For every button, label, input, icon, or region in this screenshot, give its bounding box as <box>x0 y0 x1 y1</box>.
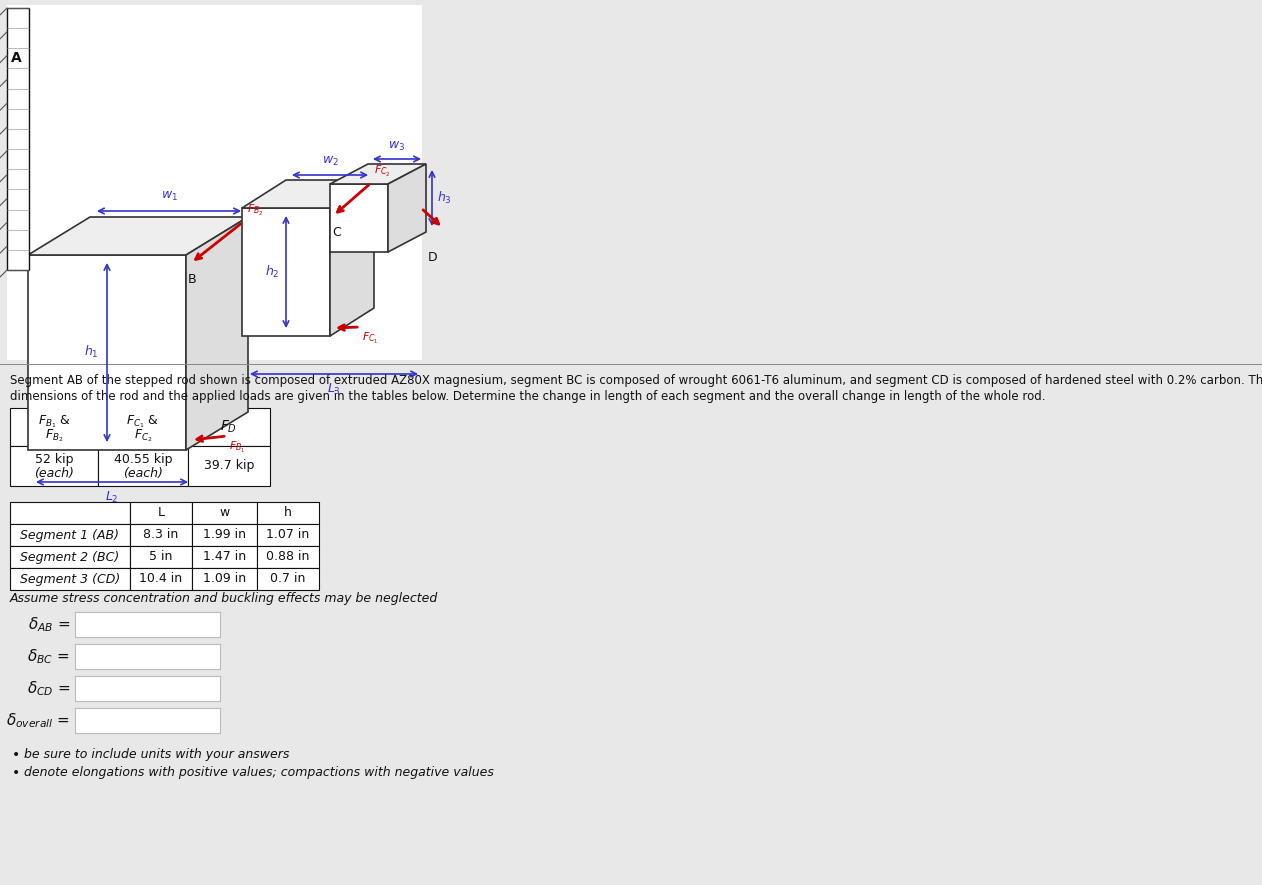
Text: $L_3$: $L_3$ <box>327 382 341 397</box>
Text: 1.09 in: 1.09 in <box>203 573 246 586</box>
Bar <box>10 524 130 546</box>
Text: Segment 1 (AB): Segment 1 (AB) <box>20 528 120 542</box>
Text: $F_{C_2}$: $F_{C_2}$ <box>134 427 153 443</box>
Text: 40.55 kip: 40.55 kip <box>114 453 172 466</box>
Text: $F_{B_1}$: $F_{B_1}$ <box>228 440 246 455</box>
Text: 39.7 kip: 39.7 kip <box>203 459 254 473</box>
Text: $L_2$: $L_2$ <box>105 490 119 505</box>
Text: be sure to include units with your answers: be sure to include units with your answe… <box>24 748 289 761</box>
Text: •: • <box>13 748 20 762</box>
Text: Segment 3 (CD): Segment 3 (CD) <box>20 573 120 586</box>
Bar <box>10 446 98 486</box>
Text: 52 kip: 52 kip <box>35 453 73 466</box>
Text: $F_{C_1}$ &: $F_{C_1}$ & <box>126 413 159 429</box>
Polygon shape <box>186 217 249 450</box>
Polygon shape <box>329 164 427 184</box>
Polygon shape <box>329 184 387 252</box>
Text: 0.7 in: 0.7 in <box>270 573 305 586</box>
Bar <box>98 408 188 446</box>
Text: 1.99 in: 1.99 in <box>203 528 246 542</box>
Polygon shape <box>387 164 427 252</box>
Bar <box>192 546 257 568</box>
Polygon shape <box>28 255 186 450</box>
Bar <box>188 446 270 486</box>
Bar <box>130 546 192 568</box>
Polygon shape <box>242 208 329 336</box>
Text: $F_D$: $F_D$ <box>221 419 237 435</box>
Bar <box>10 546 130 568</box>
Text: Segment 2 (BC): Segment 2 (BC) <box>20 550 120 564</box>
Text: $F_{B_2}$: $F_{B_2}$ <box>44 427 63 443</box>
Text: $F_{B_2}$: $F_{B_2}$ <box>247 203 264 218</box>
Bar <box>74 676 220 701</box>
Text: $F_{B_1}$ &: $F_{B_1}$ & <box>38 413 71 429</box>
Text: Assume stress concentration and buckling effects may be neglected: Assume stress concentration and buckling… <box>10 592 438 605</box>
Text: (each): (each) <box>34 467 74 481</box>
Bar <box>257 546 319 568</box>
Text: h: h <box>284 506 292 519</box>
Text: 10.4 in: 10.4 in <box>139 573 183 586</box>
Text: $w_3$: $w_3$ <box>389 140 405 153</box>
Text: C: C <box>332 226 341 239</box>
Bar <box>130 502 192 524</box>
Bar <box>10 502 130 524</box>
Text: L: L <box>158 506 164 519</box>
Text: $w_2$: $w_2$ <box>322 155 338 168</box>
Text: $\delta_{BC}$ =: $\delta_{BC}$ = <box>28 647 69 666</box>
Text: $h_1$: $h_1$ <box>85 344 98 360</box>
Bar <box>98 446 188 486</box>
Text: $h_2$: $h_2$ <box>265 264 280 280</box>
Text: (each): (each) <box>124 467 163 481</box>
Text: $\delta_{AB}$ =: $\delta_{AB}$ = <box>28 615 69 634</box>
Text: •: • <box>13 766 20 780</box>
Text: $\delta_{CD}$ =: $\delta_{CD}$ = <box>27 679 69 698</box>
Bar <box>257 568 319 590</box>
Text: 8.3 in: 8.3 in <box>144 528 179 542</box>
Text: 5 in: 5 in <box>149 550 173 564</box>
Bar <box>74 612 220 637</box>
Text: w: w <box>220 506 230 519</box>
Bar <box>192 502 257 524</box>
Text: $h_3$: $h_3$ <box>437 190 452 206</box>
Text: $\delta_{overall}$ =: $\delta_{overall}$ = <box>6 712 69 730</box>
Text: $F_{C_1}$: $F_{C_1}$ <box>362 331 379 346</box>
Text: dimensions of the rod and the applied loads are given in the tables below. Deter: dimensions of the rod and the applied lo… <box>10 390 1045 403</box>
Polygon shape <box>28 217 249 255</box>
Bar <box>257 502 319 524</box>
Bar <box>192 568 257 590</box>
Text: Segment AB of the stepped rod shown is composed of extruded AZ80X magnesium, seg: Segment AB of the stepped rod shown is c… <box>10 374 1262 387</box>
Polygon shape <box>242 180 374 208</box>
Polygon shape <box>329 180 374 336</box>
Bar <box>8 8 29 270</box>
Text: D: D <box>428 251 438 264</box>
Text: 0.88 in: 0.88 in <box>266 550 309 564</box>
Text: $w_1$: $w_1$ <box>160 190 178 203</box>
Text: 1.47 in: 1.47 in <box>203 550 246 564</box>
Bar <box>130 524 192 546</box>
Bar <box>10 408 98 446</box>
Text: $F_{C_2}$: $F_{C_2}$ <box>374 164 391 179</box>
Text: 1.07 in: 1.07 in <box>266 528 309 542</box>
Bar <box>8 5 422 360</box>
Bar <box>10 568 130 590</box>
Bar <box>74 644 220 669</box>
Text: denote elongations with positive values; compactions with negative values: denote elongations with positive values;… <box>24 766 493 779</box>
Bar <box>74 708 220 733</box>
Bar <box>188 408 270 446</box>
Text: B: B <box>188 273 197 286</box>
Bar <box>130 568 192 590</box>
Bar <box>257 524 319 546</box>
Text: A: A <box>10 51 21 65</box>
Bar <box>192 524 257 546</box>
